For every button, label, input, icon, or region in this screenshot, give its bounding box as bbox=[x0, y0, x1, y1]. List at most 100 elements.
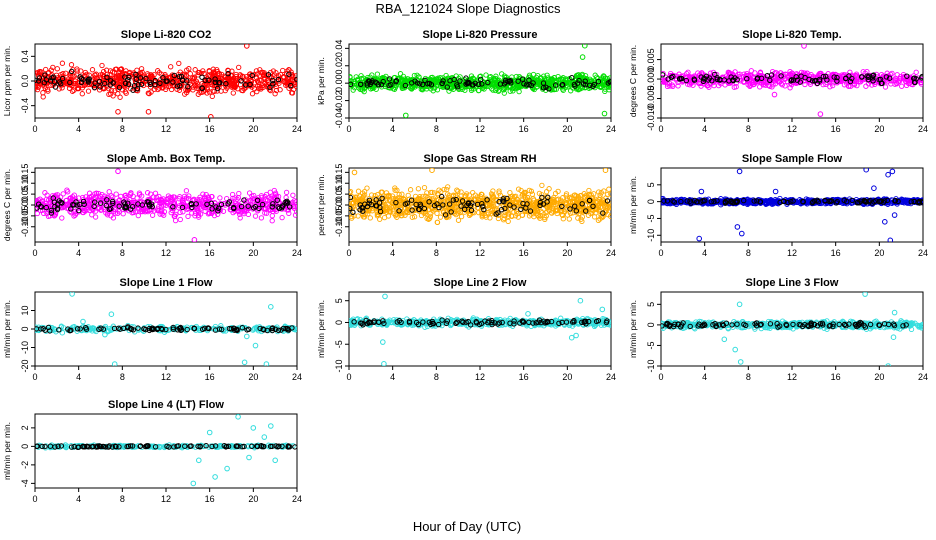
data-point bbox=[269, 213, 275, 219]
reference-point bbox=[48, 210, 55, 216]
y-tick-label: 0.10 bbox=[20, 174, 30, 192]
data-point bbox=[528, 188, 535, 194]
data-point bbox=[148, 191, 154, 197]
data-point bbox=[284, 80, 290, 86]
reference-point bbox=[103, 202, 110, 209]
reference-point bbox=[600, 210, 606, 216]
reference-point bbox=[80, 76, 86, 83]
x-tick-label: 24 bbox=[606, 248, 616, 258]
reference-point bbox=[206, 77, 212, 83]
data-point bbox=[546, 186, 552, 192]
reference-point bbox=[129, 204, 136, 210]
data-point bbox=[112, 207, 119, 213]
data-point bbox=[489, 192, 496, 198]
y-axis-label: degrees C per min. bbox=[2, 169, 12, 241]
x-tick-label: 16 bbox=[205, 248, 215, 258]
x-tick-label: 16 bbox=[205, 124, 215, 134]
reference-point bbox=[700, 78, 707, 85]
outlier-point bbox=[739, 230, 745, 237]
reference-point bbox=[462, 206, 468, 213]
reference-point bbox=[364, 80, 370, 86]
reference-point bbox=[358, 81, 364, 88]
data-point bbox=[903, 78, 909, 85]
data-point bbox=[488, 203, 495, 210]
outlier-point bbox=[403, 112, 409, 118]
data-point bbox=[586, 192, 592, 198]
y-tick-label: -0.04 bbox=[334, 108, 344, 129]
x-tick-label: 12 bbox=[787, 248, 797, 258]
data-point bbox=[595, 217, 602, 224]
data-point bbox=[608, 191, 611, 197]
reference-point bbox=[73, 199, 79, 205]
data-point bbox=[349, 189, 353, 196]
data-point bbox=[855, 78, 862, 85]
data-point bbox=[86, 207, 93, 214]
data-point bbox=[184, 87, 191, 93]
reference-point bbox=[396, 208, 402, 214]
reference-point bbox=[35, 77, 38, 83]
reference-point bbox=[204, 201, 210, 208]
reference-point bbox=[419, 81, 426, 88]
x-tick-label: 24 bbox=[292, 248, 302, 258]
data-point bbox=[290, 192, 296, 198]
data-point bbox=[400, 83, 406, 90]
y-tick-label: -0.10 bbox=[334, 217, 344, 238]
y-axis-label: percent per min. bbox=[316, 174, 326, 235]
data-point bbox=[364, 185, 370, 191]
data-point bbox=[71, 87, 77, 93]
data-point bbox=[115, 210, 121, 217]
data-point bbox=[35, 86, 41, 93]
data-point bbox=[99, 72, 106, 78]
data-point bbox=[405, 192, 411, 199]
reference-point bbox=[587, 82, 593, 89]
x-tick-label: 0 bbox=[658, 248, 663, 258]
data-point bbox=[41, 210, 47, 217]
data-point bbox=[763, 82, 769, 88]
data-point bbox=[185, 213, 191, 220]
reference-point bbox=[511, 204, 517, 210]
reference-point bbox=[286, 71, 292, 77]
data-point bbox=[480, 84, 486, 90]
y-tick-label: 0.05 bbox=[20, 185, 30, 203]
data-point bbox=[686, 73, 693, 80]
data-point bbox=[428, 204, 434, 210]
data-point bbox=[54, 66, 60, 72]
data-point bbox=[455, 210, 461, 216]
data-point bbox=[268, 195, 274, 201]
x-tick-label: 20 bbox=[874, 248, 884, 258]
data-point bbox=[545, 75, 551, 81]
data-point bbox=[541, 73, 547, 79]
reference-point bbox=[442, 212, 449, 218]
data-point bbox=[427, 213, 434, 220]
reference-point bbox=[859, 74, 865, 80]
reference-point bbox=[212, 76, 218, 82]
data-point bbox=[397, 71, 404, 77]
outlier-point bbox=[696, 235, 703, 242]
data-point bbox=[677, 196, 684, 203]
data-point bbox=[233, 81, 240, 88]
data-point bbox=[661, 77, 665, 84]
reference-point bbox=[500, 198, 506, 204]
reference-point bbox=[691, 77, 698, 83]
reference-point bbox=[376, 200, 383, 206]
panel-title: Slope Gas Stream RH bbox=[423, 153, 536, 165]
reference-point bbox=[67, 79, 73, 86]
reference-point bbox=[116, 203, 122, 209]
reference-point bbox=[379, 195, 385, 202]
data-point bbox=[454, 187, 460, 193]
data-point bbox=[289, 90, 296, 96]
reference-point bbox=[559, 82, 565, 88]
data-point bbox=[65, 189, 71, 195]
data-point bbox=[431, 190, 438, 196]
reference-point bbox=[843, 75, 849, 81]
reference-point bbox=[677, 76, 683, 82]
reference-point bbox=[847, 78, 854, 85]
data-point bbox=[238, 209, 244, 215]
reference-point bbox=[372, 79, 378, 85]
data-point bbox=[136, 190, 143, 196]
data-point bbox=[290, 86, 297, 93]
data-point bbox=[393, 203, 399, 209]
data-point bbox=[552, 190, 559, 197]
reference-point bbox=[408, 197, 415, 203]
y-tick-label: -0.005 bbox=[646, 86, 656, 112]
